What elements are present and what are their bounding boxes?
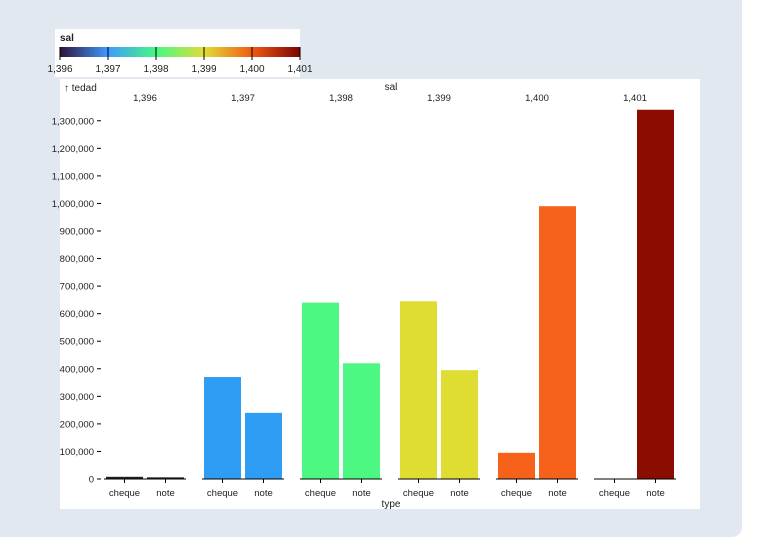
x-tick-label: note — [254, 488, 273, 499]
y-tick-label: 400,000 — [60, 364, 94, 375]
bar — [147, 477, 184, 479]
x-tick-label: cheque — [207, 488, 238, 499]
y-tick-label: 1,100,000 — [52, 171, 94, 182]
facet-panel: 1,401 cheque note — [594, 93, 676, 499]
facet-label: 1,398 — [329, 93, 353, 104]
bar — [637, 109, 674, 479]
x-tick-label: cheque — [109, 488, 140, 499]
y-tick-label: 1,000,000 — [52, 199, 94, 210]
y-tick-label: 200,000 — [60, 419, 94, 430]
facet-panel: 1,398 cheque note — [300, 93, 382, 499]
y-tick-label: 300,000 — [60, 392, 94, 403]
page-background: sal 1,396 1,397 1,398 1,399 1,400 1,401 ↑ ted… — [0, 0, 742, 537]
y-tick-label: 500,000 — [60, 337, 94, 348]
bar — [498, 452, 535, 479]
legend-svg: sal 1,396 1,397 1,398 1,399 1,400 1,401 — [47, 33, 312, 75]
x-tick-label: note — [156, 488, 175, 499]
bar — [106, 476, 143, 479]
facet-label: 1,400 — [525, 93, 549, 104]
y-tick-label: 600,000 — [60, 309, 94, 320]
bar — [302, 302, 339, 479]
bar — [400, 301, 437, 479]
legend-title: sal — [60, 33, 74, 44]
color-legend: sal 1,396 1,397 1,398 1,399 1,400 1,401 — [47, 29, 313, 77]
x-tick-label: note — [352, 488, 371, 499]
facet-panel: 1,399 cheque note — [398, 93, 480, 499]
facet-label: 1,396 — [133, 93, 157, 104]
bar — [204, 377, 241, 479]
legend-tick-label: 1,396 — [47, 64, 72, 75]
plot-area: ↑ tedad sal type 0 100,000 200,000 300,000 4… — [52, 79, 700, 510]
x-tick-label: cheque — [403, 488, 434, 499]
bar — [539, 206, 576, 479]
facet-label: 1,401 — [623, 93, 647, 104]
facet-label: 1,397 — [231, 93, 255, 104]
facet-label: 1,399 — [427, 93, 451, 104]
y-tick-label: 100,000 — [60, 447, 94, 458]
legend-tick-label: 1,400 — [239, 64, 264, 75]
x-tick-label: note — [646, 488, 665, 499]
legend-tick-label: 1,397 — [95, 64, 120, 75]
legend-tick-label: 1,401 — [287, 64, 312, 75]
facet-header-title: sal — [385, 82, 398, 93]
y-tick-label: 800,000 — [60, 254, 94, 265]
x-tick-label: cheque — [599, 488, 630, 499]
chart-svg: ↑ tedad sal type 0 100,000 200,000 300,000 4… — [52, 82, 676, 510]
legend-tick-label: 1,398 — [143, 64, 168, 75]
x-tick-label: note — [450, 488, 469, 499]
bar — [343, 363, 380, 479]
facets: 1,396 cheque note 1,397 cheque note 1,398 chequ… — [104, 93, 676, 499]
y-axis-title: ↑ tedad — [64, 83, 97, 94]
x-tick-label: note — [548, 488, 567, 499]
x-tick-label: cheque — [305, 488, 336, 499]
bar — [441, 370, 478, 479]
facet-panel: 1,396 cheque note — [104, 93, 186, 499]
bar — [245, 412, 282, 479]
y-tick-label: 0 — [89, 475, 94, 486]
x-axis-title: type — [382, 499, 401, 510]
facet-panel: 1,397 cheque note — [202, 93, 284, 499]
facet-panel: 1,400 cheque note — [496, 93, 578, 499]
y-tick-label: 1,200,000 — [52, 144, 94, 155]
y-tick-label: 1,300,000 — [52, 116, 94, 127]
y-tick-label: 700,000 — [60, 282, 94, 293]
y-tick-label: 900,000 — [60, 227, 94, 238]
legend-tick-label: 1,399 — [191, 64, 216, 75]
y-axis: 0 100,000 200,000 300,000 400,000 500,000 600,… — [52, 116, 101, 486]
legend-gradient-bar — [60, 47, 300, 57]
x-tick-label: cheque — [501, 488, 532, 499]
legend-ticks: 1,396 1,397 1,398 1,399 1,400 1,401 — [47, 47, 313, 75]
